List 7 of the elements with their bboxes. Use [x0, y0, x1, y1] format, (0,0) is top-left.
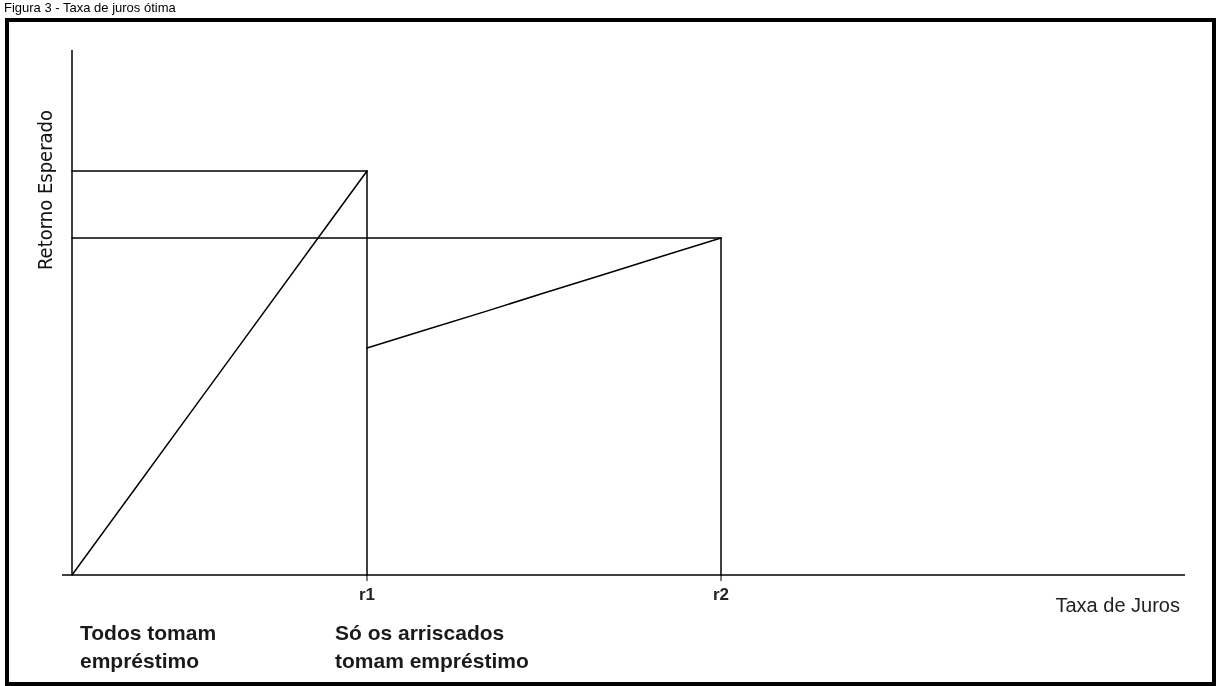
chart-title: Figura 3 - Taxa de juros ótima [4, 0, 177, 15]
x-tick-label: r1 [358, 585, 376, 604]
y-axis-title: Retorno Esperado [33, 110, 57, 270]
text: Todos tomam empréstimo [80, 621, 217, 672]
x-axis-title: Taxa de Juros [1055, 594, 1180, 616]
text: Só os arriscados tomam empréstimo [335, 621, 529, 672]
x-tick-label: r2 [712, 585, 730, 604]
